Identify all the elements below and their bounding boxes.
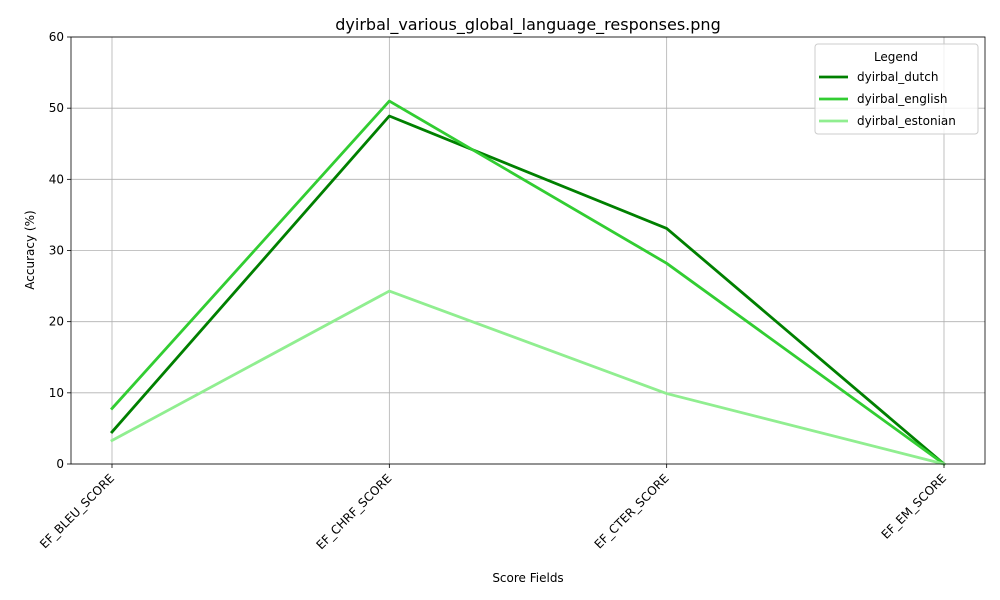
x-tick-label: EF_CTER_SCORE <box>592 471 672 551</box>
y-tick-label: 0 <box>56 457 64 471</box>
chart-title: dyirbal_various_global_language_response… <box>335 15 720 35</box>
series-line-dyirbal_dutch <box>110 114 946 466</box>
x-axis-ticks: EF_BLEU_SCORE EF_CHRF_SCORE EF_CTER_SCORE E… <box>37 464 949 552</box>
series-line-dyirbal_english <box>110 99 946 466</box>
legend-items: dyirbal_dutch dyirbal_english dyirbal_esto… <box>819 70 956 128</box>
x-axis-label: Score Fields <box>492 571 563 585</box>
legend-title: Legend <box>874 50 918 64</box>
x-tick-label: EF_CHRF_SCORE <box>313 471 394 552</box>
y-tick-label: 30 <box>49 244 64 258</box>
series-lines <box>110 99 946 466</box>
y-axis-ticks: 0 10 20 30 40 50 60 <box>49 30 71 471</box>
legend-label: dyirbal_estonian <box>857 114 956 128</box>
y-tick-label: 20 <box>49 315 64 329</box>
y-axis-label: Accuracy (%) <box>23 210 37 289</box>
y-tick-label: 60 <box>49 30 64 44</box>
legend-box <box>814 43 979 135</box>
legend-label: dyirbal_english <box>857 92 947 106</box>
legend-label: dyirbal_dutch <box>857 70 938 84</box>
series-line-dyirbal_estonian <box>110 289 946 466</box>
y-tick-label: 40 <box>49 172 64 186</box>
legend: Legend dyirbal_dutchdyirbal_englishdyirb… <box>814 43 979 135</box>
y-tick-label: 10 <box>49 386 64 400</box>
x-tick-label: EF_BLEU_SCORE <box>37 471 117 551</box>
x-tick-label: EF_EM_SCORE <box>879 471 950 542</box>
y-tick-label: 50 <box>49 101 64 115</box>
